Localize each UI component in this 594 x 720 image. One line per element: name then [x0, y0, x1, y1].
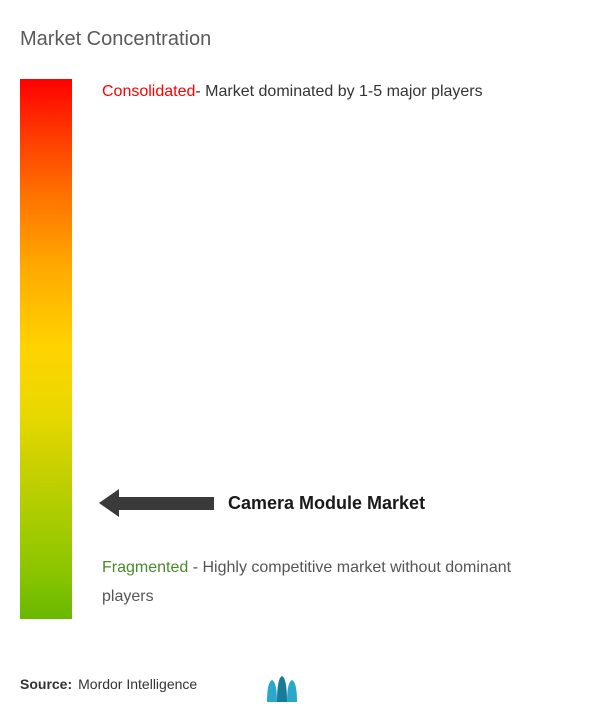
- source-footer: Source: Mordor Intelligence: [20, 676, 197, 692]
- page-title: Market Concentration: [20, 28, 574, 51]
- mordor-logo-icon: [265, 674, 299, 702]
- arrow-icon: [99, 489, 214, 517]
- consolidated-label: Consolidated: [102, 83, 195, 100]
- source-label: Source:: [20, 676, 72, 692]
- concentration-gradient-bar: [20, 79, 72, 619]
- consolidated-annotation: Consolidated- Market dominated by 1-5 ma…: [102, 81, 564, 103]
- consolidated-description: - Market dominated by 1-5 major players: [195, 83, 482, 100]
- fragmented-label: Fragmented: [102, 559, 188, 576]
- source-value: Mordor Intelligence: [78, 676, 197, 692]
- fragmented-annotation: Fragmented - Highly competitive market w…: [102, 554, 564, 612]
- market-name-label: Camera Module Market: [228, 493, 425, 514]
- market-marker: Camera Module Market: [99, 489, 425, 517]
- labels-column: Consolidated- Market dominated by 1-5 ma…: [102, 79, 574, 619]
- content-area: Consolidated- Market dominated by 1-5 ma…: [20, 79, 574, 619]
